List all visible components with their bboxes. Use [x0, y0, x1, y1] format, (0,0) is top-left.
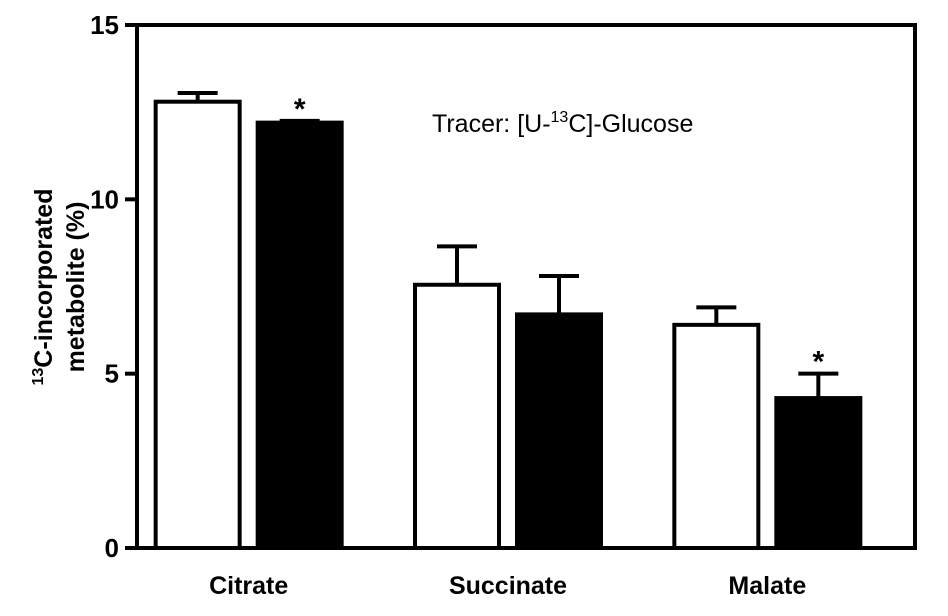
tracer-annotation-superscript: 13: [551, 109, 569, 126]
bar: [255, 120, 344, 550]
y-tick-label: 15: [90, 10, 119, 40]
bars: **: [153, 90, 863, 551]
tracer-annotation-prefix: Tracer: [U-: [432, 110, 551, 138]
x-axis: Citrate Succinate Malate: [209, 572, 806, 600]
y-axis-label-line2: metabolite (%): [62, 202, 90, 373]
y-tick-label: 5: [105, 359, 119, 389]
significance-marker: *: [294, 93, 306, 126]
y-axis-label-line1: 13C-incorporated: [30, 189, 58, 386]
bar: [672, 322, 761, 550]
y-tick-label: 10: [90, 184, 119, 214]
category-label: Malate: [728, 572, 806, 600]
y-axis: 0 5 10 15: [90, 10, 137, 563]
bar: [153, 99, 242, 550]
category-label: Succinate: [449, 572, 567, 600]
bar: [774, 396, 863, 550]
bar: [515, 312, 603, 551]
significance-marker: *: [812, 346, 824, 379]
tracer-annotation: Tracer: [U-13C]-Glucose: [432, 109, 693, 138]
y-axis-label-text: C-incorporated: [30, 189, 58, 368]
category-label: Citrate: [209, 572, 288, 600]
y-tick-label: 0: [105, 533, 119, 563]
bar: [413, 282, 501, 550]
tracer-annotation-suffix: C]-Glucose: [568, 110, 693, 138]
y-axis-label-superscript: 13: [30, 368, 47, 386]
